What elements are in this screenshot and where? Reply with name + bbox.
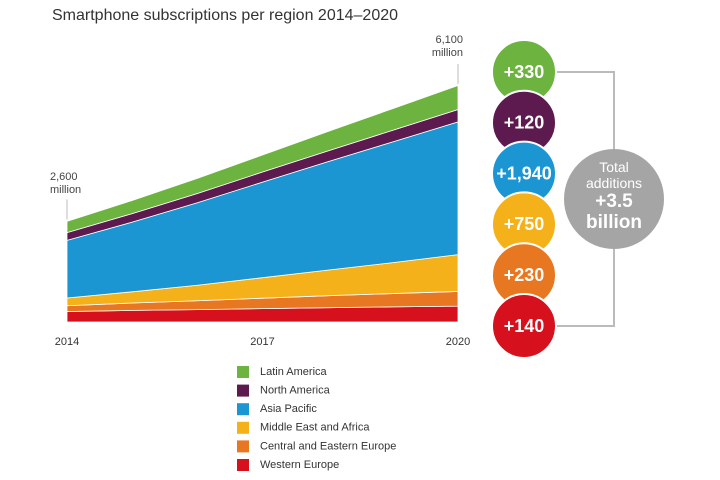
legend-swatch <box>237 366 249 378</box>
legend-label: Asia Pacific <box>260 403 317 415</box>
chart-title: Smartphone subscriptions per region 2014… <box>52 7 398 24</box>
annotation: 2,600 million <box>50 171 82 197</box>
x-tick-label: 2020 <box>446 336 470 348</box>
legend-label: Central and Eastern Europe <box>260 440 396 452</box>
legend-label: North America <box>260 385 331 397</box>
total-title: Total additions <box>585 159 643 191</box>
legend-swatch <box>237 421 249 434</box>
total-circle <box>564 149 664 249</box>
addition-label: +750 <box>504 214 545 234</box>
area <box>66 84 459 234</box>
addition-label: +1,940 <box>496 163 552 183</box>
legend-label: Middle East and Africa <box>260 422 370 434</box>
bracket <box>556 71 615 327</box>
total-value: +3.5 billion <box>586 191 642 233</box>
x-tick-label: 2014 <box>55 336 79 348</box>
addition-label: +330 <box>504 62 545 82</box>
addition-label: +140 <box>504 316 545 336</box>
addition-circle <box>491 293 557 359</box>
legend-label: Western Europe <box>260 459 339 471</box>
annotation: 6,100 million <box>431 33 463 59</box>
legend-swatch <box>237 384 249 397</box>
x-tick-label: 2017 <box>250 336 274 348</box>
legend-swatch <box>237 403 249 416</box>
legend-swatch <box>237 459 249 471</box>
addition-label: +120 <box>504 113 545 133</box>
legend-label: Latin America <box>260 366 328 378</box>
legend-swatch <box>237 440 249 453</box>
addition-label: +230 <box>504 265 545 285</box>
